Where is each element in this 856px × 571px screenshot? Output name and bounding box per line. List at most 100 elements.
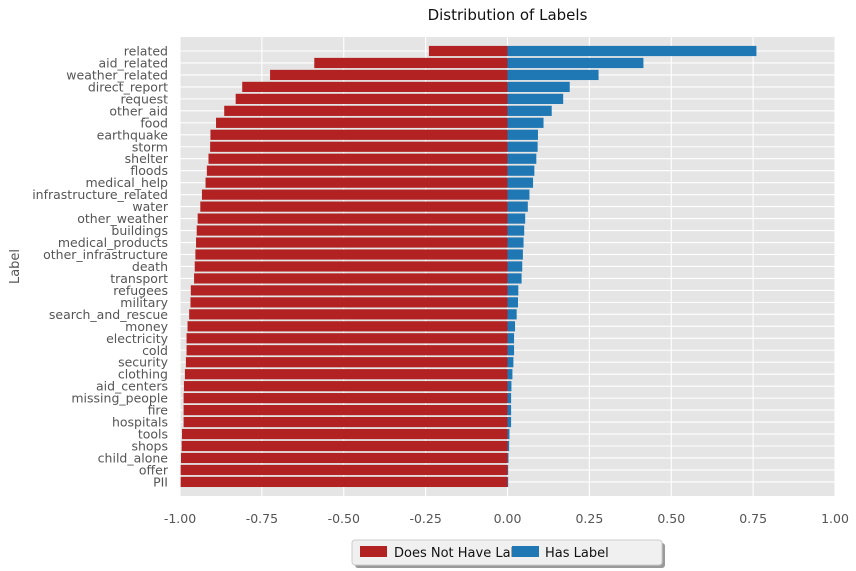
bar-has-label-weather_related — [507, 69, 599, 81]
bar-has-label-hospitals — [507, 416, 512, 428]
bar-has-label-money — [507, 321, 516, 332]
bar-has-label-aid_centers — [507, 381, 512, 392]
bar-no-label-buildings — [196, 225, 508, 236]
y-tick-label: shelter — [125, 151, 169, 166]
bar-no-label-aid_centers — [183, 381, 508, 392]
bar-no-label-storm — [210, 141, 508, 152]
y-tick-label: transport — [110, 271, 168, 286]
bar-no-label-cold — [186, 345, 508, 356]
legend-swatch — [360, 546, 387, 557]
bar-has-label-security — [507, 357, 514, 368]
bar-no-label-water — [200, 201, 508, 212]
bar-has-label-refugees — [507, 285, 519, 296]
bar-no-label-child_alone — [180, 452, 508, 464]
y-tick-label: aid_centers — [96, 379, 168, 394]
bar-has-label-request — [507, 93, 564, 104]
bar-no-label-missing_people — [183, 393, 508, 404]
bar-has-label-other_aid — [507, 105, 552, 116]
y-tick-label: clothing — [118, 367, 168, 382]
bar-no-label-offer — [180, 464, 508, 476]
bar-has-label-buildings — [507, 225, 525, 236]
bar-no-label-transport — [194, 273, 508, 284]
bar-has-label-earthquake — [507, 129, 538, 140]
bar-no-label-other_infrastructure — [195, 249, 508, 260]
bar-has-label-shelter — [507, 153, 537, 164]
bar-no-label-fire — [183, 405, 508, 416]
legend-swatch — [512, 546, 539, 557]
x-tick-label: 0.25 — [575, 511, 603, 526]
bar-has-label-death — [507, 261, 523, 272]
bar-has-label-electricity — [507, 333, 515, 344]
bar-no-label-death — [194, 261, 508, 272]
bar-no-label-floods — [206, 165, 508, 176]
y-tick-label: medical_products — [58, 235, 168, 250]
legend-label: Has Label — [545, 546, 609, 561]
y-tick-label: aid_related — [98, 55, 168, 70]
bar-has-label-direct_report — [507, 81, 570, 93]
y-tick-label: death — [132, 259, 168, 274]
bar-no-label-aid_related — [314, 57, 508, 69]
bar-has-label-tools — [507, 428, 510, 440]
bar-no-label-clothing — [184, 369, 508, 380]
y-tick-label: weather_related — [66, 67, 168, 82]
bar-has-label-infrastructure_related — [507, 189, 530, 200]
y-tick-label: fire — [148, 403, 169, 418]
y-tick-label: floods — [130, 163, 168, 178]
bar-no-label-electricity — [186, 333, 508, 344]
y-tick-label: infrastructure_related — [32, 187, 168, 202]
legend: Does Not Have Label Has Label — [351, 539, 665, 568]
bar-has-label-military — [507, 297, 518, 308]
bar-no-label-related — [428, 45, 508, 57]
bar-has-label-shops — [507, 440, 510, 452]
bar-no-label-other_weather — [197, 213, 508, 224]
y-tick-label: related — [124, 44, 168, 59]
bar-no-label-security — [185, 357, 508, 368]
y-tick-label: cold — [142, 343, 168, 358]
bar-no-label-other_aid — [224, 105, 508, 116]
x-tick-label: 0.00 — [494, 511, 522, 526]
chart-title: Distribution of Labels — [428, 6, 588, 24]
bar-has-label-clothing — [507, 369, 513, 380]
bar-has-label-search_and_rescue — [507, 309, 517, 320]
bar-has-label-floods — [507, 165, 535, 176]
bar-no-label-direct_report — [242, 81, 508, 93]
y-tick-label: other_aid — [109, 103, 168, 118]
bar-no-label-food — [216, 117, 508, 128]
x-tick-label: 0.75 — [739, 511, 767, 526]
y-tick-label: request — [120, 91, 168, 106]
y-tick-label: tools — [138, 427, 168, 442]
bar-has-label-fire — [507, 405, 512, 416]
legend-box — [351, 539, 663, 566]
x-tick-label: -0.50 — [328, 511, 360, 526]
bar-no-label-infrastructure_related — [201, 189, 508, 200]
legend-label: Does Not Have Label — [394, 546, 530, 561]
bar-has-label-medical_help — [507, 177, 534, 188]
y-tick-label: storm — [132, 139, 168, 154]
bar-has-label-related — [507, 45, 757, 57]
bar-has-label-offer — [507, 464, 509, 476]
bar-has-label-cold — [507, 345, 515, 356]
y-tick-label: missing_people — [71, 391, 168, 406]
y-tick-label: search_and_rescue — [49, 307, 168, 322]
bar-has-label-aid_related — [507, 57, 644, 69]
y-tick-label: child_alone — [98, 450, 169, 465]
y-tick-label: medical_help — [85, 175, 168, 190]
bar-no-label-request — [235, 93, 508, 104]
y-tick-label: direct_report — [88, 79, 168, 94]
y-tick-label: offer — [139, 462, 169, 477]
bar-has-label-water — [507, 201, 528, 212]
bar-series — [180, 45, 757, 488]
bar-no-label-search_and_rescue — [189, 309, 508, 320]
bar-no-label-PII — [180, 476, 508, 488]
y-tick-labels: relatedaid_relatedweather_relateddirect_… — [32, 44, 169, 490]
bar-no-label-shops — [181, 440, 508, 452]
y-tick-label: earthquake — [97, 127, 169, 142]
y-tick-label: water — [132, 199, 168, 214]
y-tick-label: electricity — [106, 331, 168, 346]
x-tick-label: -0.75 — [246, 511, 278, 526]
bar-no-label-tools — [181, 428, 508, 440]
bar-no-label-shelter — [208, 153, 508, 164]
bar-has-label-child_alone — [507, 452, 509, 464]
bar-has-label-medical_products — [507, 237, 524, 248]
y-tick-label: PII — [153, 474, 168, 489]
